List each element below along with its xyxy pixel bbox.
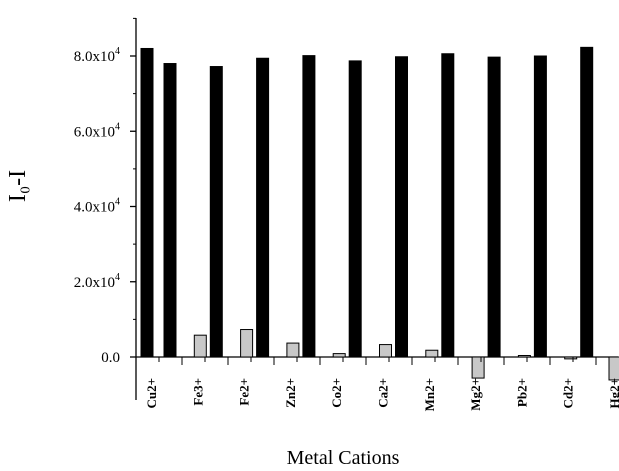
y-tick-exponent: 4 xyxy=(115,197,120,208)
category-label: Ca2+ xyxy=(376,378,391,408)
y-tick-label: 0.0 xyxy=(101,350,120,366)
y-axis-label: I₀-I xyxy=(5,170,31,202)
category-label: Mn2+ xyxy=(422,378,437,411)
y-tick-mantissa: 2.0x10 xyxy=(74,275,115,291)
bar-series2 xyxy=(608,356,619,381)
bar-series2 xyxy=(332,353,346,358)
y-tick-mantissa: 6.0x10 xyxy=(74,124,115,140)
bar-series1 xyxy=(348,60,362,358)
bar-series2 xyxy=(564,356,578,360)
bar-series2 xyxy=(286,342,300,358)
bar-series1 xyxy=(395,56,408,358)
bar-series1 xyxy=(302,55,316,358)
category-label: Hg2+ xyxy=(607,378,619,409)
bar-series2 xyxy=(425,349,439,358)
bar-series1 xyxy=(580,46,594,358)
x-ticks xyxy=(135,357,597,365)
category-labels: Cu2+ Fe3+ Fe2+ Zn2+ Co2+ Ca2+ Mn2+ Mg2+ Pb2+ Cd2+… xyxy=(144,378,619,411)
y-tick-label: 8.0x104 xyxy=(74,46,120,65)
y-tick-label: 4.0x104 xyxy=(74,197,120,216)
bar-series1 xyxy=(487,56,501,358)
y-tick-label: 6.0x104 xyxy=(74,121,120,140)
y-tick-label: 2.0x104 xyxy=(74,272,120,291)
bar-series2 xyxy=(193,334,207,358)
category-label: Mg2+ xyxy=(468,378,483,411)
category-label: Cd2+ xyxy=(561,378,576,409)
category-label: Fe3+ xyxy=(190,378,205,406)
y-tick-mantissa: 4.0x10 xyxy=(74,200,115,216)
bar-series2 xyxy=(379,344,392,358)
bar-series1 xyxy=(441,53,455,358)
category-label: Zn2+ xyxy=(283,378,298,408)
bar-series2 xyxy=(517,354,531,358)
category-label: Co2+ xyxy=(329,378,344,408)
bar-series1 xyxy=(533,55,547,358)
category-label: Pb2+ xyxy=(514,378,529,407)
bar-series2 xyxy=(240,329,254,358)
bars xyxy=(140,46,619,381)
bar-series1 xyxy=(140,47,154,358)
bar-series1 xyxy=(163,63,177,358)
x-axis-label: Metal Cations xyxy=(287,447,400,469)
y-tick-exponent: 4 xyxy=(115,46,120,57)
y-tick-mantissa: 8.0x10 xyxy=(74,49,115,65)
category-label: Fe2+ xyxy=(237,378,252,406)
bar-series1 xyxy=(256,57,270,358)
y-tick-exponent: 4 xyxy=(115,272,120,283)
bar-series1 xyxy=(209,66,223,358)
y-tick-exponent: 4 xyxy=(115,121,120,132)
bar-series2 xyxy=(471,356,485,379)
category-label: Cu2+ xyxy=(144,378,159,409)
